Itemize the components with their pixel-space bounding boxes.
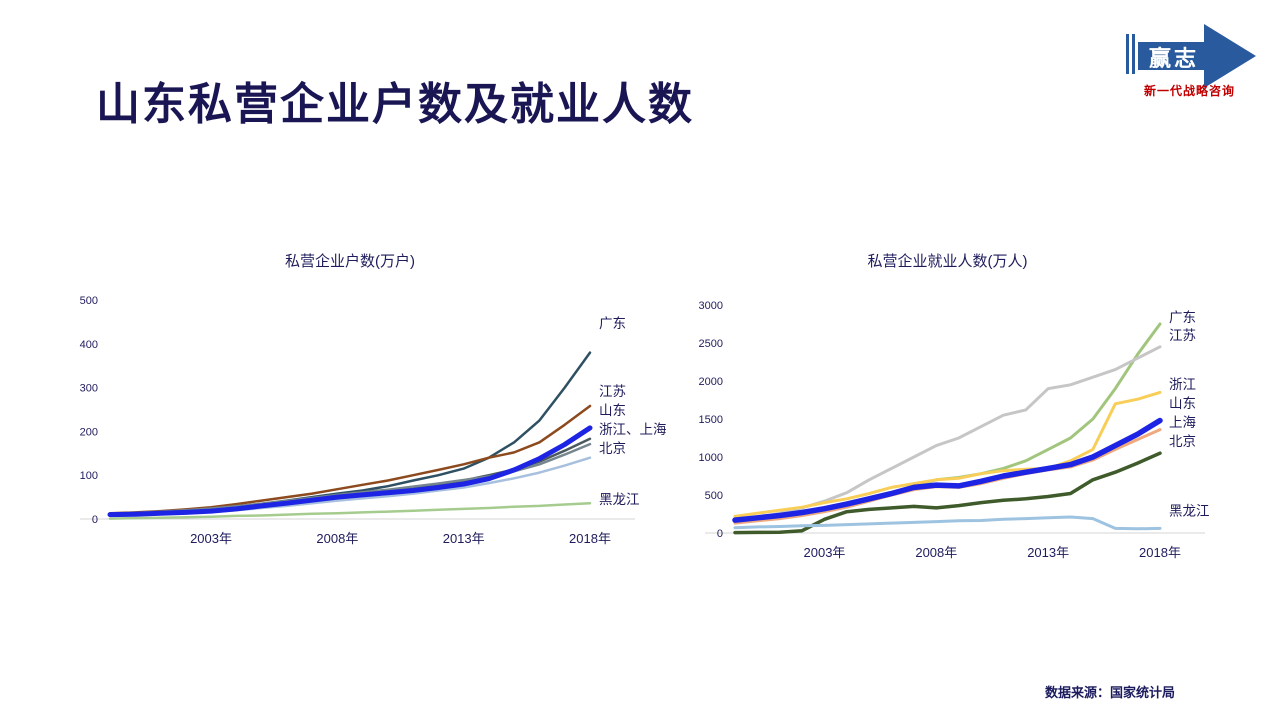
series-line-浙江 — [733, 390, 1162, 518]
company-logo: 赢志 新一代战略咨询 — [1124, 12, 1260, 100]
series-label-上海: 上海 — [1169, 415, 1196, 430]
series-label-浙江: 浙江 — [1169, 377, 1196, 392]
y-tick-label: 500 — [80, 295, 98, 307]
series-line-黑龙江 — [108, 501, 592, 520]
series-line-上海 — [108, 442, 592, 515]
series-label-广东: 广东 — [599, 316, 626, 331]
y-tick-label: 1000 — [699, 452, 723, 464]
x-tick-label: 2013年 — [1027, 545, 1069, 560]
series-label-黑龙江: 黑龙江 — [599, 492, 640, 507]
line-chart-employment: 0 500 1000 1500 2000 2500 3000 2003年 2008年 2013年 2… — [699, 300, 1210, 560]
series-line-江苏 — [733, 345, 1162, 524]
y-tick-label: 500 — [705, 490, 723, 502]
x-tick-label: 2008年 — [915, 545, 957, 560]
logo-bar-icon — [1132, 34, 1135, 74]
line-chart-enterprise-count: 0 100 200 300 400 500 2003年 2008年 2013年 2018年 广东江苏… — [80, 295, 667, 546]
series-line-北京 — [733, 451, 1162, 535]
y-tick-label: 3000 — [699, 300, 723, 312]
series-line-黑龙江 — [733, 515, 1162, 531]
chart-enterprise-count: 私营企业户数(万户) 0 100 200 300 400 500 2003年 2008年 201… — [60, 244, 700, 574]
y-tick-label: 300 — [80, 383, 98, 395]
series-line-广东 — [733, 322, 1162, 524]
y-tick-label: 1500 — [699, 414, 723, 426]
logo-arrow-icon — [1138, 24, 1256, 88]
x-tick-label: 2013年 — [443, 531, 485, 546]
series-label-广东: 广东 — [1169, 310, 1196, 325]
logo-bar-icon — [1126, 34, 1129, 74]
x-tick-label: 2008年 — [316, 531, 358, 546]
series-label-山东: 山东 — [599, 403, 626, 418]
y-tick-label: 0 — [717, 528, 723, 540]
y-tick-label: 400 — [80, 339, 98, 351]
series-label-北京: 北京 — [1169, 434, 1196, 449]
data-source-note: 数据来源：国家统计局 — [1045, 685, 1176, 700]
x-tick-label: 2018年 — [1139, 545, 1181, 560]
series-line-山东 — [107, 425, 593, 518]
logo-wordmark: 赢志 — [1148, 46, 1199, 71]
series-label-浙江: 浙江、上海 — [599, 422, 667, 437]
logo-tagline: 新一代战略咨询 — [1144, 84, 1236, 98]
y-tick-label: 200 — [80, 426, 98, 438]
x-tick-label: 2003年 — [804, 545, 846, 560]
x-tick-label: 2003年 — [190, 531, 232, 546]
series-label-江苏: 江苏 — [599, 384, 626, 399]
chart-employment: 私营企业就业人数(万人) 0 500 1000 1500 2000 2500 3000 200… — [660, 244, 1220, 584]
series-label-黑龙江: 黑龙江 — [1169, 504, 1210, 519]
y-tick-label: 2500 — [699, 338, 723, 350]
series-line-广东 — [108, 351, 592, 515]
x-tick-label: 2018年 — [569, 531, 611, 546]
series-label-山东: 山东 — [1169, 396, 1196, 411]
y-tick-label: 100 — [80, 470, 98, 482]
page-title: 山东私营企业户数及就业人数 — [96, 80, 694, 129]
series-line-山东 — [732, 417, 1163, 523]
chart-title-enterprise-count: 私营企业户数(万户) — [285, 253, 415, 270]
series-label-北京: 北京 — [599, 441, 626, 456]
chart-title-employment: 私营企业就业人数(万人) — [867, 253, 1028, 270]
y-tick-label: 0 — [92, 514, 98, 526]
y-tick-label: 2000 — [699, 376, 723, 388]
series-label-江苏: 江苏 — [1169, 328, 1196, 343]
